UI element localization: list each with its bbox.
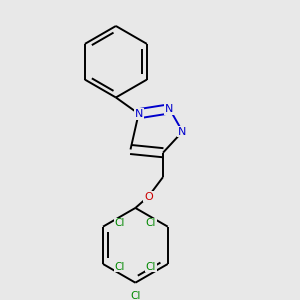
Text: Cl: Cl (130, 291, 141, 300)
Text: N: N (134, 109, 143, 119)
Text: N: N (178, 127, 187, 136)
Text: Cl: Cl (146, 218, 156, 228)
Text: Cl: Cl (115, 218, 125, 228)
Text: O: O (144, 192, 153, 202)
Text: Cl: Cl (146, 262, 156, 272)
Text: N: N (165, 104, 174, 114)
Text: Cl: Cl (115, 262, 125, 272)
